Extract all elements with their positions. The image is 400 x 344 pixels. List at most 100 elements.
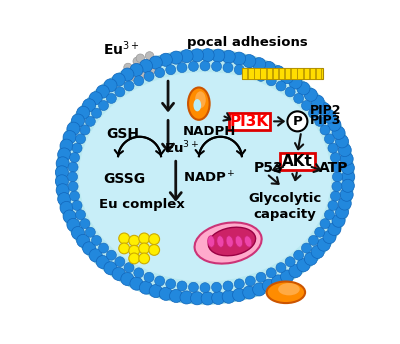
Circle shape [188,282,198,292]
Circle shape [55,175,68,188]
Circle shape [149,56,162,69]
Ellipse shape [267,281,305,303]
Circle shape [336,206,348,219]
Circle shape [115,257,125,267]
Text: PIP2: PIP2 [310,104,341,117]
Circle shape [262,61,275,74]
Circle shape [212,282,222,292]
Circle shape [320,125,330,135]
Circle shape [200,61,210,71]
Circle shape [68,181,78,192]
Circle shape [139,69,148,78]
Circle shape [332,126,345,139]
Circle shape [129,245,140,256]
Circle shape [332,162,342,172]
Circle shape [180,291,193,304]
Circle shape [76,210,86,220]
Circle shape [124,81,134,91]
Circle shape [323,230,336,244]
Ellipse shape [226,236,233,247]
Circle shape [320,219,330,229]
Circle shape [77,234,90,247]
Circle shape [134,76,144,86]
Circle shape [330,152,340,163]
Circle shape [149,245,160,255]
Text: Eu$^{3+}$: Eu$^{3+}$ [103,40,140,58]
Circle shape [139,281,152,294]
Circle shape [280,270,294,283]
Circle shape [289,265,302,278]
Circle shape [201,292,214,305]
Circle shape [317,103,330,116]
Ellipse shape [244,236,252,247]
Bar [304,68,309,79]
Circle shape [256,272,266,282]
Circle shape [324,210,334,220]
Circle shape [80,219,90,229]
Bar [273,68,278,79]
Circle shape [340,152,353,165]
Circle shape [243,55,256,68]
Circle shape [177,281,187,291]
Circle shape [68,172,78,182]
Circle shape [155,68,165,78]
Circle shape [190,49,204,62]
Circle shape [106,250,116,260]
Text: GSSG: GSSG [103,172,146,186]
Circle shape [317,238,330,251]
Circle shape [336,135,348,148]
Circle shape [245,68,255,78]
Circle shape [190,292,204,305]
Circle shape [92,108,102,118]
Circle shape [308,235,318,245]
Circle shape [144,71,154,81]
Circle shape [170,51,183,64]
Circle shape [297,259,310,272]
Circle shape [328,201,338,211]
Bar [279,68,284,79]
Circle shape [129,253,140,264]
Circle shape [332,172,342,182]
Circle shape [55,166,68,179]
Circle shape [243,286,256,299]
Text: PI3K: PI3K [230,114,269,129]
Circle shape [315,227,325,237]
Bar [260,68,266,79]
Bar [291,68,297,79]
Bar [310,68,315,79]
Circle shape [159,53,172,66]
Circle shape [85,116,95,126]
Circle shape [223,63,233,73]
Circle shape [89,92,102,105]
Circle shape [311,95,324,108]
Ellipse shape [66,60,344,294]
Circle shape [311,245,324,258]
Circle shape [338,143,351,157]
Circle shape [304,88,317,101]
Ellipse shape [74,67,336,286]
Bar [316,68,321,79]
Circle shape [139,233,150,244]
Bar [267,68,272,79]
Circle shape [106,93,116,104]
Circle shape [285,257,295,267]
Circle shape [72,226,84,239]
Circle shape [180,50,193,63]
Circle shape [67,218,80,232]
Text: PIP3: PIP3 [310,115,341,127]
Circle shape [129,235,140,246]
Text: pocal adhesions: pocal adhesions [187,36,308,49]
Circle shape [96,256,109,269]
Ellipse shape [235,236,242,247]
Bar [248,68,254,79]
Ellipse shape [194,99,201,111]
Circle shape [323,110,336,123]
Circle shape [104,79,117,92]
Circle shape [159,287,172,300]
Circle shape [341,161,354,174]
Circle shape [272,66,285,79]
Circle shape [302,243,312,253]
Circle shape [63,130,76,143]
Circle shape [234,65,244,75]
Circle shape [328,118,341,131]
